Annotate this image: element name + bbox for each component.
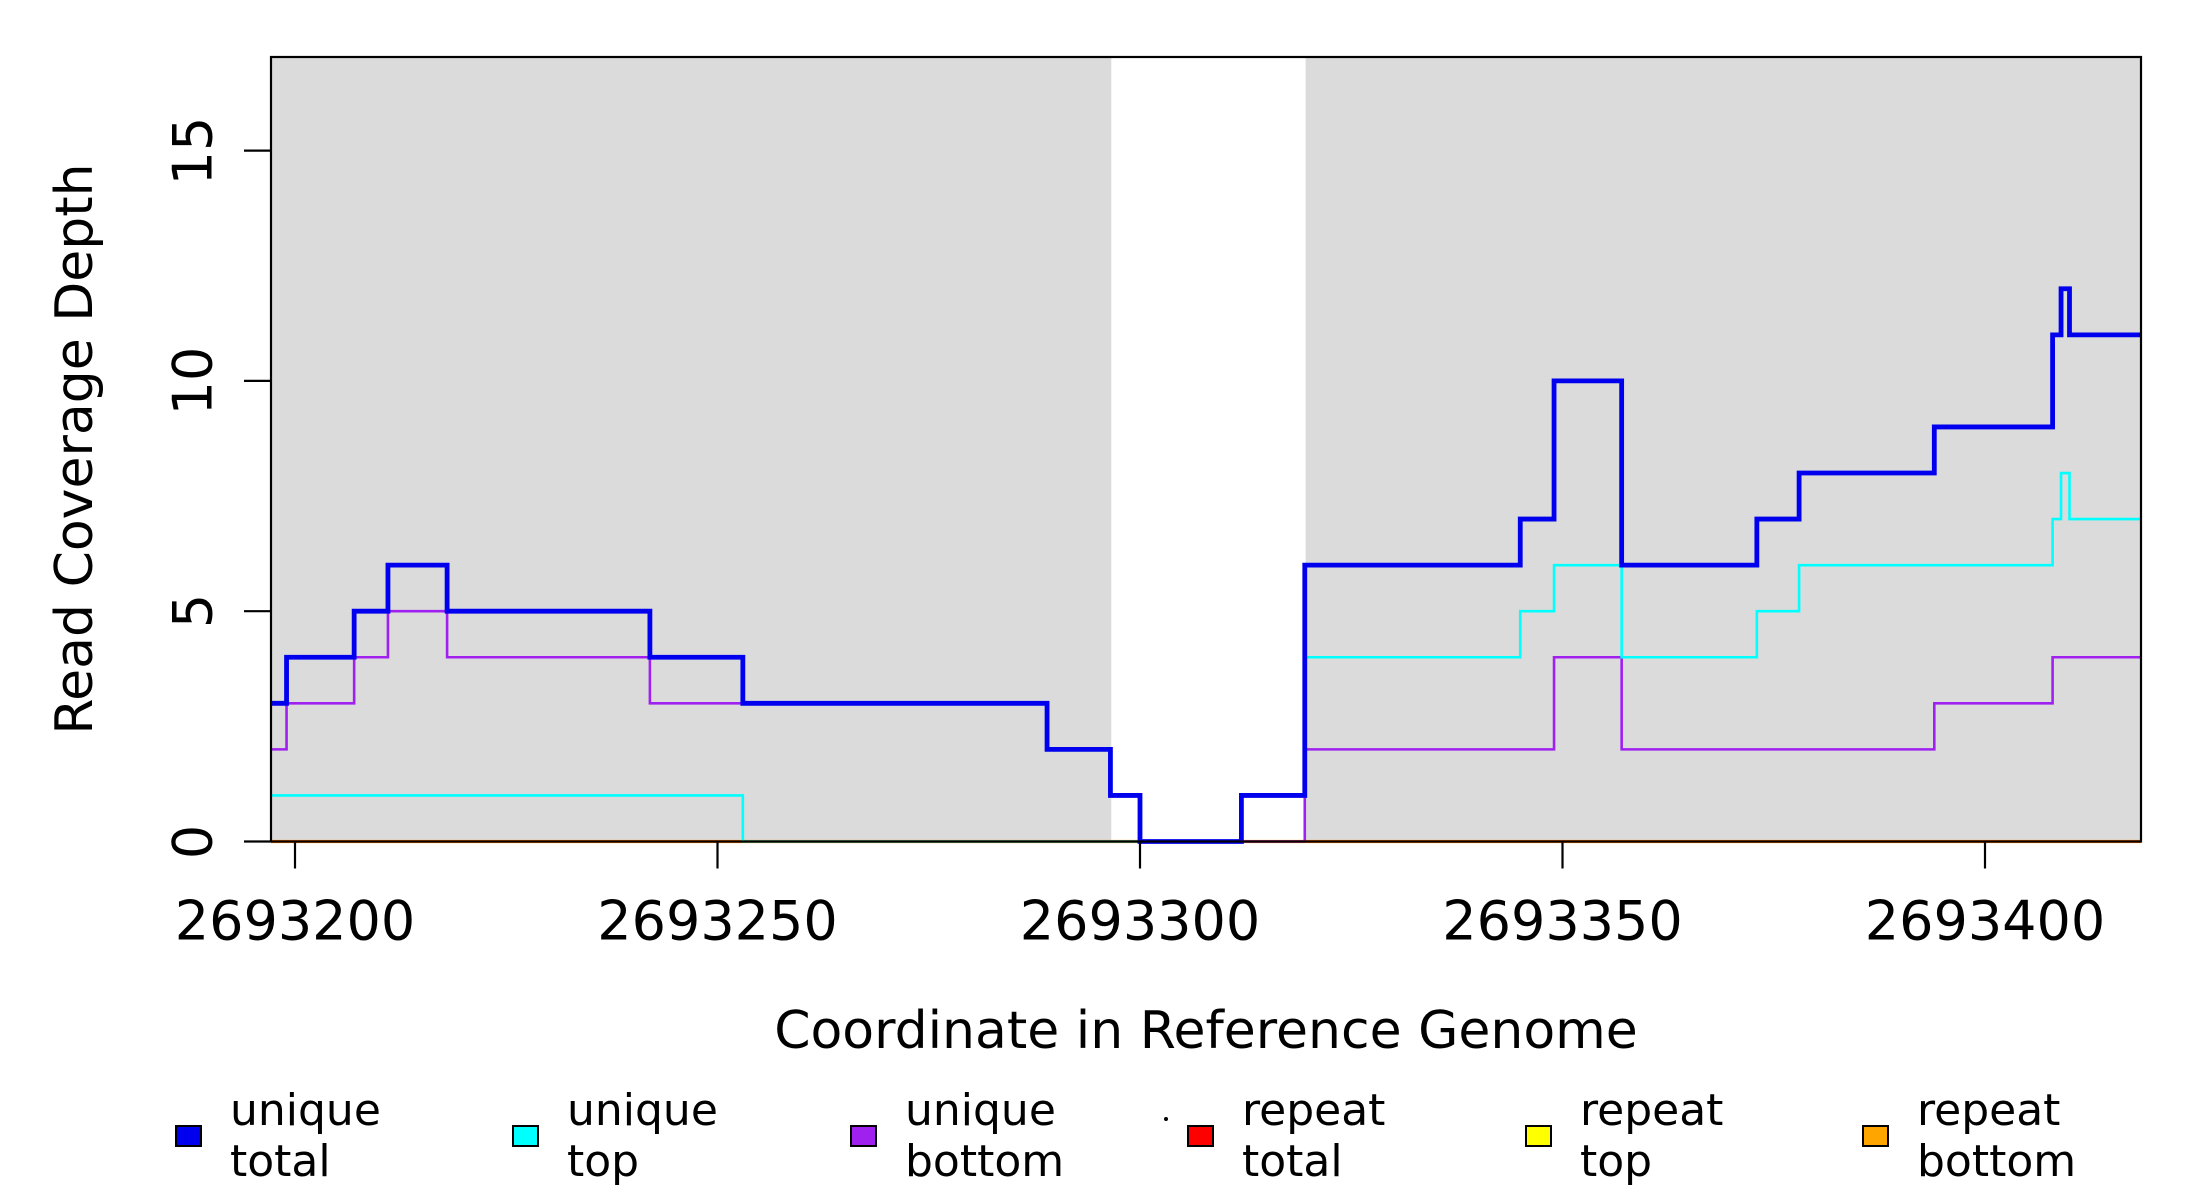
y-tick-label: 5	[161, 594, 225, 629]
y-axis-title: Read Coverage Depth	[45, 163, 105, 735]
legend-swatch-icon	[850, 1125, 877, 1147]
x-tick-label: 2693250	[597, 889, 838, 953]
x-axis-title: Coordinate in Reference Genome	[774, 1001, 1638, 1061]
legend-label: unique total	[230, 1085, 381, 1187]
mappability-band	[271, 57, 1112, 842]
legend-swatch-icon	[512, 1125, 539, 1147]
x-tick-label: 2693200	[174, 889, 416, 953]
legend-label: repeat top	[1580, 1085, 1724, 1187]
y-tick-label: 0	[161, 824, 225, 859]
legend-label: unique top	[567, 1085, 718, 1187]
legend-swatch-icon	[1862, 1125, 1889, 1147]
legend-label: repeat total	[1242, 1085, 1386, 1187]
legend-label: unique bottom	[905, 1085, 1065, 1187]
legend-swatch-icon	[1525, 1125, 1552, 1147]
legend-swatch-icon	[175, 1125, 202, 1147]
plot-box	[269, 55, 2143, 843]
legend-label: repeat bottom	[1917, 1085, 2077, 1187]
x-tick-label: 2693350	[1442, 889, 1683, 953]
stray-dot-artifact	[1164, 1117, 1168, 1121]
x-tick-label: 2693400	[1864, 889, 2106, 953]
mappability-band	[1305, 57, 2141, 842]
legend-swatch-icon	[1187, 1125, 1214, 1147]
y-tick-label: 10	[161, 346, 225, 416]
y-tick-label: 15	[161, 116, 225, 185]
series-unique-total	[271, 286, 2141, 844]
x-tick-label: 2693300	[1019, 889, 1261, 953]
